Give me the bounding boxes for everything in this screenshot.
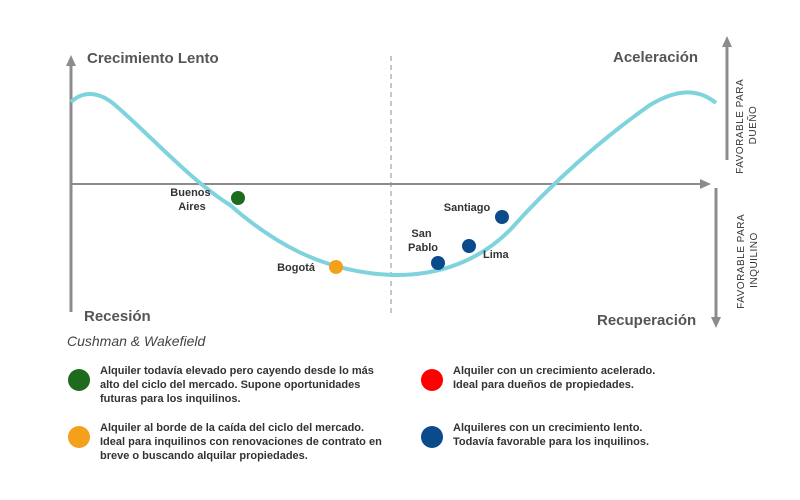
san-pablo-marker (431, 256, 445, 270)
legend-line: Ideal para dueños de propiedades. (453, 379, 634, 391)
legend-text: Alquileres con un crecimiento lento. Tod… (453, 421, 649, 449)
owner-label: FAVORABLE PARA DUEÑO (735, 76, 759, 174)
owner-label-line: FAVORABLE PARA (735, 79, 746, 174)
legend-line: futuras para los inquilinos. (100, 393, 241, 405)
legend-text: Alquiler todavía elevado pero cayendo de… (100, 364, 374, 406)
buenos-aires-label: Buenos Aires (170, 187, 213, 213)
tenant-label-line: FAVORABLE PARA (736, 214, 747, 309)
quadrant-bottom-right: Recuperación (597, 312, 697, 329)
legend-line: Alquiler al borde de la caída del ciclo … (100, 422, 365, 434)
san-pablo-label: San Pablo (408, 228, 438, 254)
red-dot-icon (421, 369, 443, 391)
bogota-label: Bogotá (277, 262, 316, 274)
tenant-bracket-arrow (711, 317, 721, 328)
x-axis-arrow (700, 179, 711, 189)
legend-line: alto del ciclo del mercado. Supone oport… (100, 379, 361, 391)
cycle-curve (69, 90, 718, 278)
buenos-aires-label-line: Buenos (170, 187, 210, 199)
bogota-marker (329, 260, 343, 274)
source-credit: Cushman & Wakefield (67, 333, 206, 349)
legend-line: Alquiler todavía elevado pero cayendo de… (100, 365, 374, 377)
legend-line: Alquiler con un crecimiento acelerado. (453, 365, 656, 377)
legend-line: Todavía favorable para los inquilinos. (453, 436, 650, 448)
lima-label: Lima (483, 249, 510, 261)
green-dot-icon (68, 369, 90, 391)
legend-line: Alquileres con un crecimiento lento. (453, 422, 643, 434)
buenos-aires-marker (231, 191, 245, 205)
quadrant-top-left: Crecimiento Lento (87, 50, 219, 67)
quadrant-bottom-left: Recesión (84, 308, 151, 325)
san-pablo-label-line: San (411, 228, 431, 240)
legend-text: Alquiler con un crecimiento acelerado. I… (453, 364, 655, 392)
buenos-aires-label-line: Aires (178, 201, 206, 213)
tenant-label: FAVORABLE PARA INQUILINO (736, 211, 760, 309)
legend-text: Alquiler al borde de la caída del ciclo … (100, 421, 382, 463)
owner-bracket-arrow (722, 36, 732, 47)
santiago-label: Santiago (444, 202, 491, 214)
santiago-marker (495, 210, 509, 224)
tenant-label-line: INQUILINO (749, 232, 760, 288)
san-pablo-label-line: Pablo (408, 242, 438, 254)
quadrant-top-right: Aceleración (613, 49, 699, 66)
orange-dot-icon (68, 426, 90, 448)
blue-dot-icon (421, 426, 443, 448)
market-cycle-diagram: FAVORABLE PARA DUEÑO FAVORABLE PARA INQU… (66, 36, 760, 328)
legend-line: Ideal para inquilinos con renovaciones d… (100, 436, 382, 448)
y-axis-arrow (66, 55, 76, 66)
legend-line: breve o buscando alquilar propiedades. (100, 450, 308, 462)
lima-marker (462, 239, 476, 253)
owner-label-line: DUEÑO (746, 106, 759, 145)
